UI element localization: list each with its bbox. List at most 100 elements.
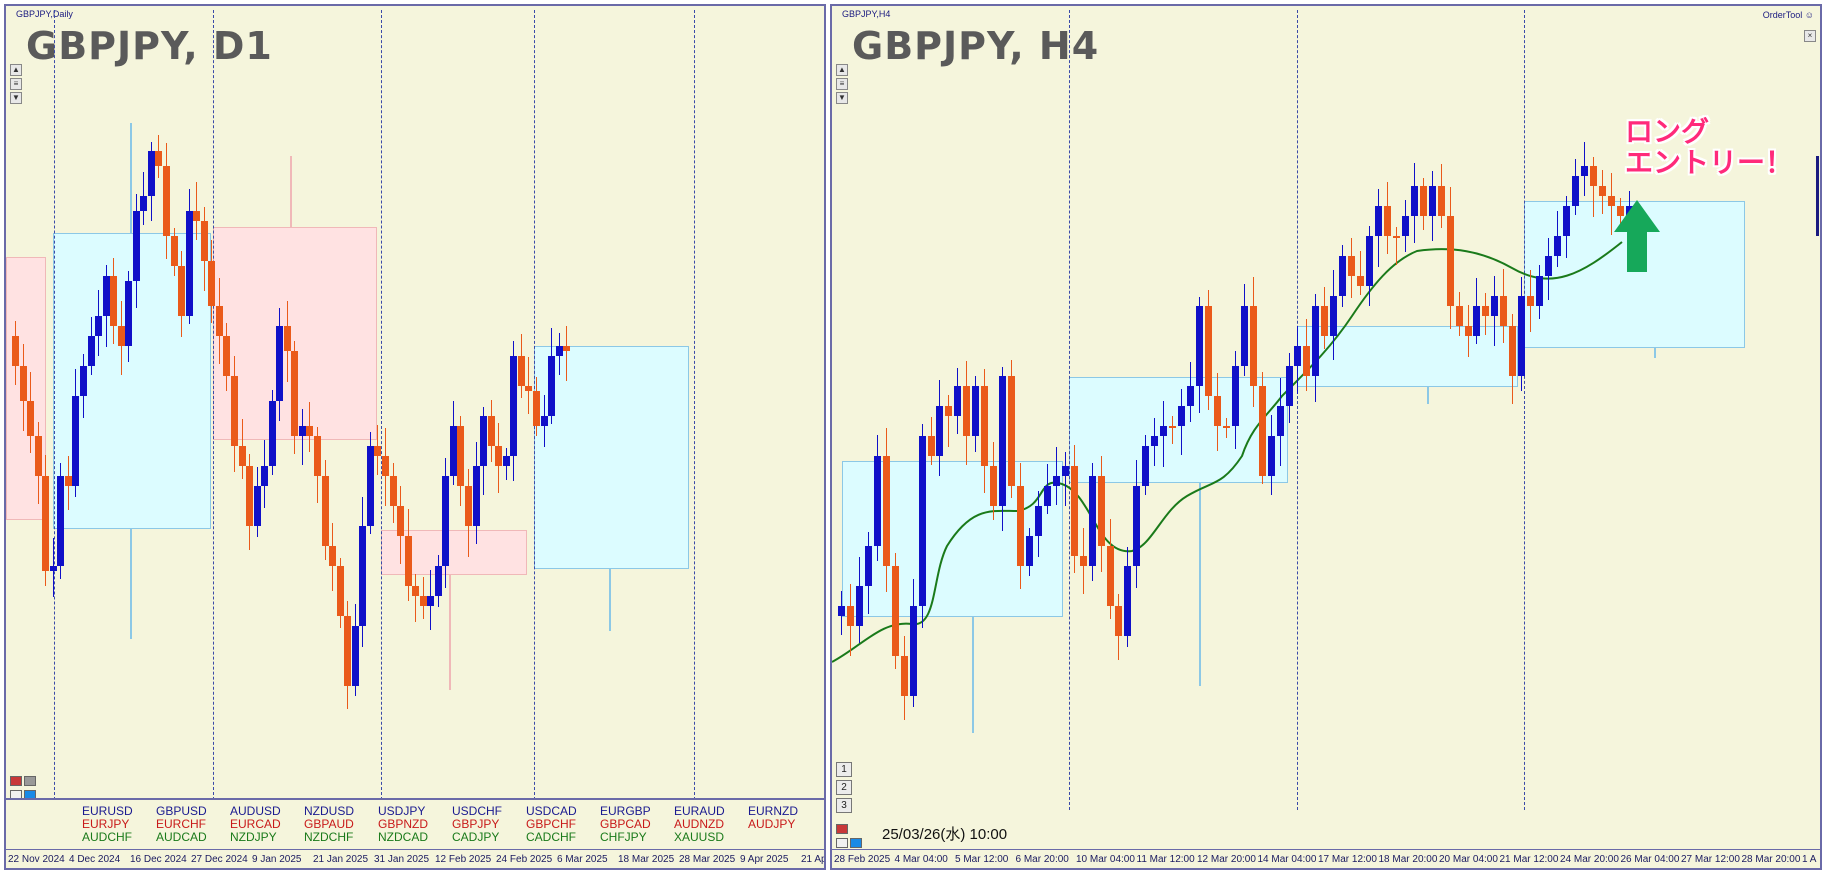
symbol-link[interactable]: GBPJPY xyxy=(452,817,500,831)
symbol-link[interactable]: CHFJPY xyxy=(600,830,647,844)
candle-body xyxy=(72,396,80,486)
candle-body xyxy=(1589,166,1597,186)
symbol-link[interactable]: GBPUSD xyxy=(156,804,207,818)
candlestick xyxy=(193,182,201,240)
candlestick xyxy=(19,344,27,431)
candlestick xyxy=(1017,463,1024,589)
candlestick xyxy=(1554,211,1561,267)
symbol-link[interactable]: EURGBP xyxy=(600,804,651,818)
candlestick xyxy=(548,328,556,424)
candle-body xyxy=(1196,306,1203,386)
x-tick-label: 28 Feb 2025 xyxy=(834,854,891,865)
candle-body xyxy=(1115,606,1123,636)
chart-window-h4[interactable]: GBPJPY,H4 OrderTool ☺ × GBPJPY, H4 ▲ ≡ ▼ xyxy=(830,4,1822,870)
close-tool-icon[interactable] xyxy=(836,824,848,834)
symbol-link[interactable]: EURJPY xyxy=(82,817,130,831)
scrollbar[interactable] xyxy=(824,101,826,241)
x-tick-label: 27 Dec 2024 xyxy=(191,854,248,865)
close-tool-icon[interactable] xyxy=(10,776,22,786)
minimize-tool-icon[interactable] xyxy=(24,776,36,786)
symbol-link[interactable]: EURNZD xyxy=(748,804,798,818)
symbol-link[interactable]: USDJPY xyxy=(378,804,426,818)
candle-body xyxy=(838,606,845,616)
symbol-link[interactable]: EURUSD xyxy=(82,804,133,818)
symbol-link[interactable]: AUDCAD xyxy=(156,830,207,844)
template-button-3[interactable]: 3 xyxy=(836,798,852,813)
candlestick xyxy=(1196,297,1203,413)
candle-body xyxy=(291,351,299,436)
x-tick-label: 1 A xyxy=(1802,854,1817,865)
symbol-link[interactable]: USDCAD xyxy=(526,804,577,818)
candle-body xyxy=(336,566,344,616)
candlestick xyxy=(1034,491,1042,557)
candlestick xyxy=(1303,319,1311,391)
symbol-link[interactable]: AUDUSD xyxy=(230,804,281,818)
candle-body xyxy=(1097,476,1105,546)
candlestick xyxy=(1518,277,1526,391)
candlestick xyxy=(147,142,155,221)
candle-wick xyxy=(1592,157,1594,217)
candle-body xyxy=(1527,296,1535,306)
candle-body xyxy=(1017,486,1024,566)
symbol-link[interactable]: EURCHF xyxy=(156,817,206,831)
candlestick xyxy=(472,442,480,544)
candle-body xyxy=(540,416,548,426)
symbol-link[interactable]: AUDJPY xyxy=(748,817,796,831)
symbol-link[interactable]: NZDUSD xyxy=(304,804,354,818)
scroll-down-button[interactable]: ▼ xyxy=(836,92,848,104)
candle-body xyxy=(230,376,238,446)
candle-body xyxy=(1428,186,1436,216)
scale-button[interactable]: ≡ xyxy=(10,78,22,90)
x-tick-label: 22 Nov 2024 xyxy=(8,854,65,865)
scrollbar[interactable] xyxy=(1816,156,1819,236)
symbol-link[interactable]: GBPCHF xyxy=(526,817,577,831)
candle-body xyxy=(329,546,337,566)
template-button-1[interactable]: 1 xyxy=(836,762,852,777)
candlestick xyxy=(1419,178,1427,230)
symbol-link[interactable]: EURAUD xyxy=(674,804,725,818)
close-panel-icon[interactable]: × xyxy=(1804,30,1816,42)
symbol-link[interactable]: GBPNZD xyxy=(378,817,429,831)
scroll-up-button[interactable]: ▲ xyxy=(836,64,848,76)
symbol-link[interactable]: GBPAUD xyxy=(304,817,354,831)
symbol-link[interactable]: AUDCHF xyxy=(82,830,132,844)
candlestick xyxy=(972,376,980,452)
candle-wick xyxy=(566,326,568,381)
candlestick xyxy=(1267,415,1275,495)
symbol-link[interactable]: CADJPY xyxy=(452,830,500,844)
scroll-down-button[interactable]: ▼ xyxy=(10,92,22,104)
candlestick xyxy=(457,416,465,506)
symbol-link[interactable]: XAUUSD xyxy=(674,830,725,844)
candlestick xyxy=(1455,292,1463,336)
candle-body xyxy=(480,416,488,466)
symbol-link[interactable]: EURCAD xyxy=(230,817,281,831)
color-tool-icon[interactable] xyxy=(850,838,862,848)
scale-button[interactable]: ≡ xyxy=(836,78,848,90)
symbol-link[interactable]: NZDCHF xyxy=(304,830,354,844)
candle-body xyxy=(927,436,935,456)
symbol-link[interactable]: AUDNZD xyxy=(674,817,724,831)
scroll-up-button[interactable]: ▲ xyxy=(10,64,22,76)
candlestick xyxy=(419,577,427,619)
candlestick xyxy=(351,604,359,696)
symbol-switcher: EURUSD EURJPY AUDCHF GBPUSD EURCHF AUDCAD AUDU… xyxy=(6,798,824,850)
candlestick xyxy=(1339,245,1347,307)
symbol-link[interactable]: CADCHF xyxy=(526,830,576,844)
candle-body xyxy=(1249,306,1257,386)
candle-body xyxy=(1607,196,1615,206)
order-tool-label[interactable]: OrderTool ☺ xyxy=(1763,10,1814,20)
symbol-link[interactable]: GBPCAD xyxy=(600,817,651,831)
candlestick xyxy=(1169,416,1177,444)
candlestick xyxy=(42,455,50,586)
candle-body xyxy=(1366,236,1374,286)
symbol-link[interactable]: USDCHF xyxy=(452,804,502,818)
candle-body xyxy=(1052,476,1060,486)
candle-body xyxy=(427,596,435,606)
candlestick xyxy=(412,574,420,622)
symbol-link[interactable]: NZDJPY xyxy=(230,830,277,844)
template-button-2[interactable]: 2 xyxy=(836,780,852,795)
chart-window-daily[interactable]: GBPJPY,Daily GBPJPY, D1 ▲ ≡ ▼ EURUSD EURJ… xyxy=(4,4,826,870)
settings-tool-icon[interactable] xyxy=(836,838,848,848)
symbol-link[interactable]: NZDCAD xyxy=(378,830,428,844)
candlestick xyxy=(1607,173,1615,235)
